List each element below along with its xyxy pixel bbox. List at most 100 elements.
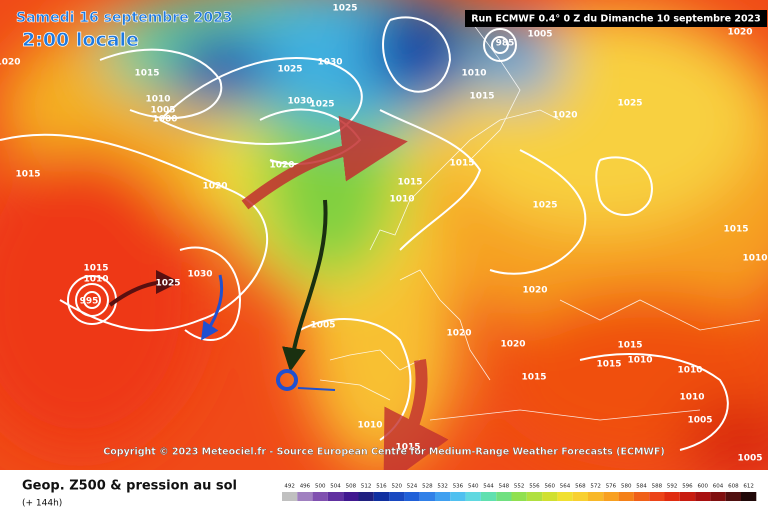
- scale-label: 548: [499, 484, 510, 490]
- isobar-labels: 1025102010151010100510001025103010301025…: [0, 4, 768, 464]
- isobar-label: 1030: [317, 58, 342, 68]
- scale-swatch: [588, 492, 604, 501]
- scale-swatch: [695, 492, 711, 501]
- cut-off-pointer: [297, 387, 336, 391]
- isobar-label: 1015: [521, 373, 546, 383]
- scale-swatch: [312, 492, 328, 501]
- scale-label: 564: [560, 484, 571, 490]
- isobar-label: 1010: [677, 366, 702, 376]
- scale-swatch: [282, 492, 298, 501]
- coastlines: [319, 19, 761, 421]
- isobar-label: 1015: [469, 92, 494, 102]
- annotation-arrows: [108, 115, 449, 488]
- isobar-label: 1015: [15, 170, 40, 180]
- scale-label: 608: [728, 484, 739, 490]
- scale-label: 596: [682, 484, 693, 490]
- scale-label: 520: [392, 484, 403, 490]
- scale-label: 504: [330, 484, 341, 490]
- isobar-label: 1030: [187, 270, 212, 280]
- scale-label: 544: [483, 484, 494, 490]
- date-label: Samedi 16 septembre 2023: [16, 10, 233, 26]
- scale-swatch: [618, 492, 634, 501]
- isobar-label: 1005: [687, 416, 712, 426]
- scale-swatch: [679, 492, 696, 501]
- run-banner: [465, 10, 767, 27]
- scale-label: 588: [652, 484, 663, 490]
- scale-swatch: [526, 492, 543, 501]
- isobar-label: 1025: [617, 99, 642, 109]
- scale-swatch: [572, 492, 588, 501]
- footer-title: Geop. Z500 & pression au sol: [22, 479, 237, 494]
- isobar-label: 1010: [83, 275, 108, 285]
- isobar-label: 1015: [397, 178, 422, 188]
- scale-label: 576: [606, 484, 617, 490]
- scale-label: 516: [376, 484, 387, 490]
- color-scale: 492 496 500 504 508 512 516 520 524 528 532 536 540 5…: [282, 484, 757, 501]
- cut-off-low-marker: [276, 369, 298, 391]
- scale-label: 496: [300, 484, 311, 490]
- isobar-label: 1015: [449, 159, 474, 169]
- isobar-label: 1025: [309, 100, 334, 110]
- scale-label: 492: [284, 484, 295, 490]
- isobar-label: 1005: [150, 106, 175, 116]
- isobar-label: 1020: [552, 111, 577, 121]
- scale-label: 508: [346, 484, 357, 490]
- isobar-label: 1010: [627, 356, 652, 366]
- scale-swatch: [419, 492, 435, 501]
- isobar-label: 1030: [287, 97, 312, 107]
- isobar-label: 1020: [500, 340, 525, 350]
- isobar-label: 1020: [446, 329, 471, 339]
- scale-label: 536: [453, 484, 464, 490]
- scale-swatch: [297, 492, 313, 501]
- scale-label: 540: [468, 484, 479, 490]
- scale-label: 552: [514, 484, 525, 490]
- isobar-label: 1025: [277, 65, 302, 75]
- isobar-label: 1020: [522, 286, 547, 296]
- isobar-label: 1015: [596, 360, 621, 370]
- scale-label: 524: [407, 484, 418, 490]
- scale-label: 560: [545, 484, 556, 490]
- isobar-label: 985: [496, 39, 515, 49]
- isobar-label: 1005: [310, 321, 335, 331]
- isobar-label: 1005: [527, 30, 552, 40]
- isobar-label: 1020: [269, 161, 294, 171]
- scale-swatch: [404, 492, 420, 501]
- warm-flow-arrow: [241, 115, 408, 210]
- south-flow-arrow: [383, 359, 449, 488]
- scale-label: 592: [667, 484, 678, 490]
- isobar-label: 1025: [155, 279, 180, 289]
- cold-arrow: [201, 274, 224, 341]
- isobar-label: 1015: [134, 69, 159, 79]
- scale-swatch: [343, 492, 359, 501]
- scale-swatch: [373, 492, 390, 501]
- scale-label: 580: [621, 484, 632, 490]
- scale-swatch: [741, 492, 757, 501]
- isobar-label: 1015: [723, 225, 748, 235]
- scale-swatch: [358, 492, 374, 501]
- scale-label: 612: [743, 484, 754, 490]
- isobar-label: 1015: [617, 341, 642, 351]
- isobar-label: 1010: [679, 393, 704, 403]
- trough-arrow: [282, 199, 328, 372]
- isobar-label: 1020: [727, 28, 752, 38]
- scale-label: 572: [590, 484, 601, 490]
- scale-label: 604: [713, 484, 724, 490]
- scale-swatch: [664, 492, 680, 501]
- scale-swatch: [725, 492, 741, 501]
- scale-swatch: [511, 492, 527, 501]
- scale-swatch: [557, 492, 573, 501]
- run-label: Run ECMWF 0.4° 0 Z du Dimanche 10 septem…: [471, 14, 761, 25]
- scale-swatch: [633, 492, 650, 501]
- isobar-label: 1010: [389, 195, 414, 205]
- scale-swatch: [389, 492, 405, 501]
- low-arrow: [108, 270, 180, 307]
- scale-label: 528: [422, 484, 433, 490]
- isobar-label: 1010: [461, 69, 486, 79]
- isobar-label: 1015: [395, 443, 420, 453]
- isobar-label: 1010: [742, 254, 767, 264]
- scale-swatch: [435, 492, 451, 501]
- isobar-label: 1015: [83, 264, 108, 274]
- isobar-label: 1025: [532, 201, 557, 211]
- scale-label: 584: [636, 484, 647, 490]
